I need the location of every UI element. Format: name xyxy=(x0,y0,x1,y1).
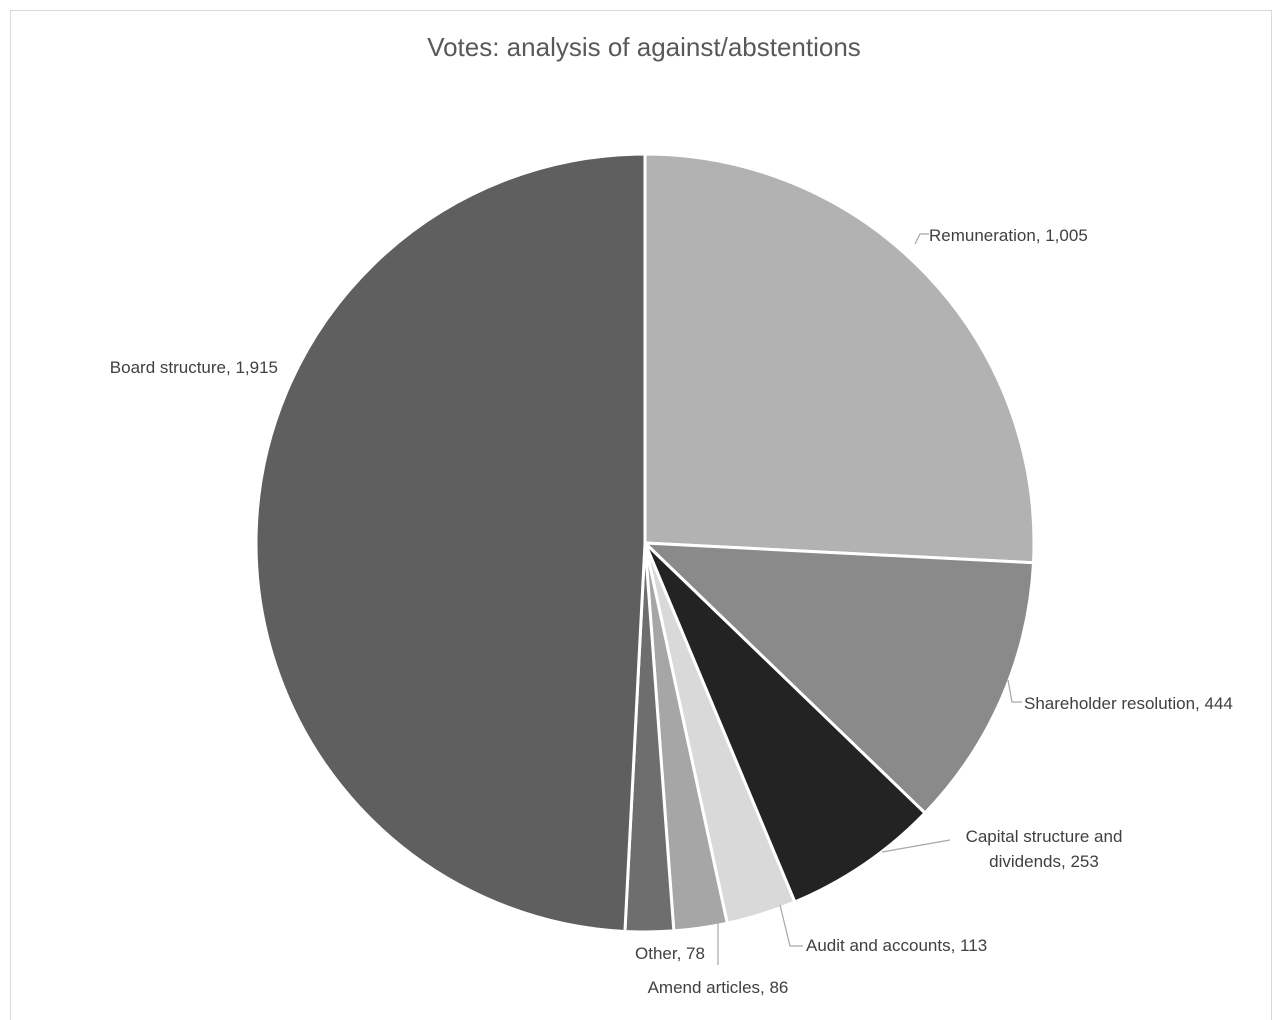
chart-title: Votes: analysis of against/abstentions xyxy=(427,32,861,62)
pie-slice-remuneration xyxy=(643,152,1036,565)
pie-slice-capital-structure-and-dividends xyxy=(643,541,928,904)
pie-slices xyxy=(254,152,1036,934)
pie-slice-shareholder-resolution xyxy=(641,541,1036,816)
chart-frame xyxy=(10,10,1272,1020)
data-label-remuneration: Remuneration, 1,005 xyxy=(929,226,1088,245)
data-label-shareholder-resolution: Shareholder resolution, 444 xyxy=(1024,694,1233,713)
data-label-other: Other, 78 xyxy=(635,944,705,963)
data-label-amend-articles: Amend articles, 86 xyxy=(648,978,789,997)
pie-slice-board-structure xyxy=(254,152,647,934)
data-label-board-structure: Board structure, 1,915 xyxy=(110,358,278,377)
leader-line-capital-structure-and-dividends xyxy=(881,839,951,853)
leader-line-audit-and-accounts xyxy=(779,904,803,947)
slice-labels: Remuneration, 1,005 Shareholder resolutio… xyxy=(110,226,1233,997)
leader-lines xyxy=(717,233,1022,965)
data-label-audit-and-accounts: Audit and accounts, 113 xyxy=(806,936,987,955)
leader-line-remuneration xyxy=(914,233,929,245)
leader-line-shareholder-resolution xyxy=(1007,679,1022,703)
data-label-capital-structure-and-dividends: Capital structure and dividends, 253 xyxy=(966,827,1123,871)
